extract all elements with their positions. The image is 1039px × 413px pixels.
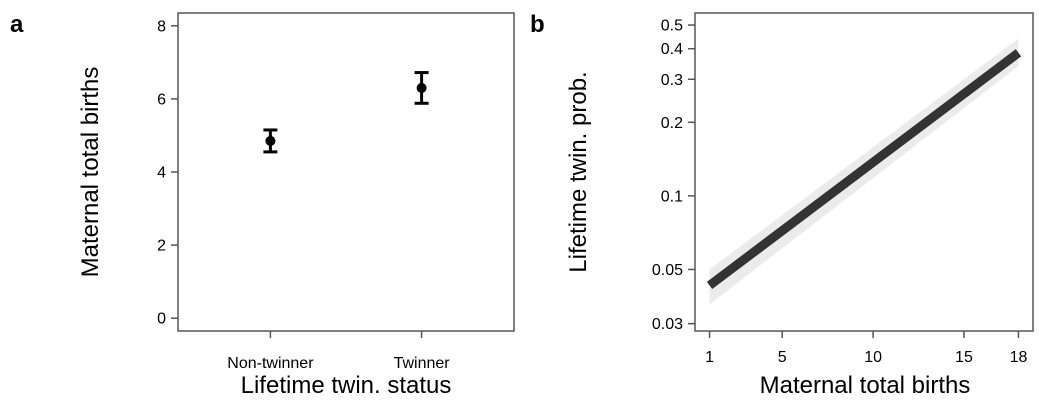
panel-b-x-axis: 1 5 10 15 18 — [705, 331, 1027, 366]
panel-a-y-axis-title: Maternal total births — [77, 67, 104, 278]
panel-b-y-tick-label-4: 0.3 — [661, 72, 683, 89]
panel-a-y-tick-label-0: 0 — [157, 311, 166, 328]
panel-b-x-tick-label-4: 18 — [1010, 349, 1028, 366]
panel-b-x-tick-label-1: 5 — [778, 349, 787, 366]
panel-b-y-tick-label-5: 0.4 — [661, 41, 683, 58]
panel-b-y-tick-label-6: 0.5 — [661, 18, 683, 35]
panel-a-y-tick-label-4: 8 — [157, 18, 166, 35]
panel-a-x-axis-title: Lifetime twin. status — [241, 372, 452, 399]
panel-a-plot-frame — [177, 12, 515, 332]
panel-b: b 0.030.050.10.20.30.40.5 1 5 10 15 18 Mater… — [530, 11, 1034, 399]
panel-b-y-axis: 0.03 0.05 0.1 0.2 0.3 0.4 0.5 — [652, 18, 695, 333]
panel-b-x-axis-title: Maternal total births — [760, 372, 971, 399]
panel-b-fit-line-path — [706, 49, 1022, 290]
panel-b-y-tick-label-0: 0.03 — [652, 316, 683, 333]
panel-a-x-axis: Non-twinner Twinner — [227, 331, 450, 372]
panel-b-x-tick-label-0: 1 — [705, 349, 714, 366]
panel-b-plot-frame — [694, 12, 1034, 332]
panel-b-y-tick-label-3: 0.2 — [661, 115, 683, 132]
panel-b-x-tick-label-2: 10 — [864, 349, 882, 366]
panel-a-point-1 — [416, 82, 427, 93]
panel-a-point-0 — [265, 135, 276, 146]
panel-a-y-tick-label-2: 4 — [157, 165, 166, 182]
panel-b-y-axis-title: Lifetime twin. prob. — [565, 71, 592, 272]
panel-a-x-tick-label-0: Non-twinner — [227, 355, 314, 372]
panel-a-y-axis: 0 2 4 6 8 — [157, 18, 178, 328]
panel-b-y-tick-label-2: 0.1 — [661, 188, 683, 205]
panel-a-letter: a — [10, 11, 24, 38]
panel-a-y-tick-label-3: 6 — [157, 91, 166, 108]
panel-b-letter: b — [530, 11, 545, 38]
panel-b-x-tick-label-3: 15 — [955, 349, 973, 366]
panel-a-y-tick-label-1: 2 — [157, 238, 166, 255]
panel-b-fit-line — [706, 49, 1022, 290]
panel-a-x-tick-label-1: Twinner — [394, 355, 451, 372]
panel-b-y-tick-label-1: 0.05 — [652, 262, 683, 279]
panel-a: a 0 2 4 6 8 Non-twinner Twinner Lifetime twin… — [10, 11, 515, 399]
panel-a-points — [263, 71, 429, 154]
